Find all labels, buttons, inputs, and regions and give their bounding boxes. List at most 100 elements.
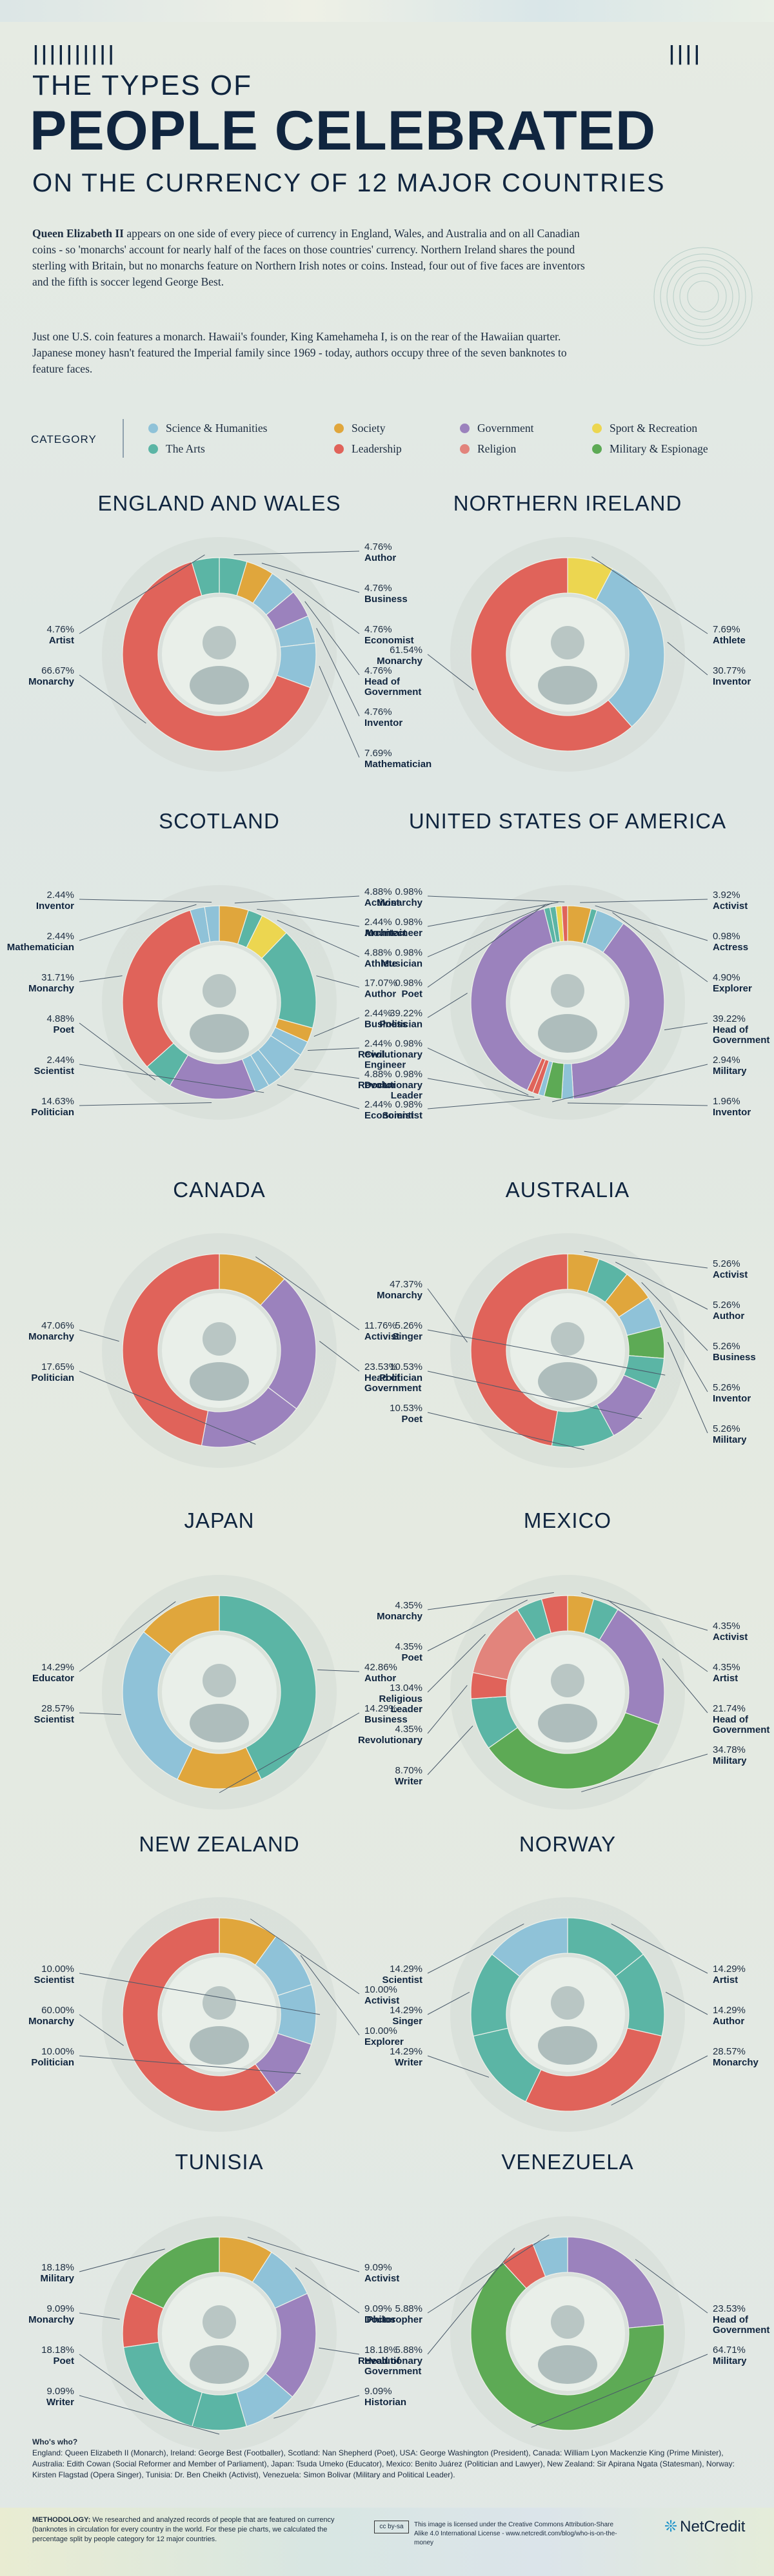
leader-line — [261, 563, 360, 593]
legend-text: Sport & Recreation — [610, 422, 698, 434]
chart-title-mexico: MEXICO — [523, 1508, 612, 1532]
cc-license-badge[interactable]: cc by-sa — [374, 2521, 409, 2533]
slice-value-label: 28.57% — [713, 2046, 746, 2057]
slice-value-label: 4.35% — [713, 1662, 740, 1673]
slice-name-label: Doctor — [364, 1080, 395, 1091]
slice-value-label: 14.29% — [390, 2005, 422, 2016]
slice-name-label: Mathematician — [364, 759, 432, 770]
slice-name-label: Economist — [364, 1110, 414, 1121]
slice-name-label: Monarchy — [28, 1331, 75, 1342]
slice-name-label: Athlete — [364, 958, 397, 969]
leader-line — [79, 1102, 212, 1106]
slice-name-label: Religious — [379, 1693, 422, 1704]
slice-name-label: Monarchy — [713, 2057, 759, 2068]
leader-line — [427, 1078, 535, 1098]
slice-value-label: 4.76% — [364, 665, 392, 676]
donut-chart-0: 4.76%Author4.76%Business4.76%Economist4.… — [28, 537, 432, 772]
slice-name-label: Scientist — [382, 1110, 422, 1121]
leader-line — [580, 899, 708, 903]
slice-name-label: Poet — [53, 2356, 74, 2366]
intro-paragraph-1-text: appears on one side of every piece of cu… — [32, 227, 585, 288]
legend-text: Religion — [477, 442, 517, 455]
slice-value-label: 4.88% — [46, 1013, 74, 1024]
slice-name-label: Politician — [379, 1019, 422, 1030]
slice-name-label: Monarchy — [377, 656, 423, 667]
slice-name-label: Revolutionary — [358, 1735, 423, 1746]
slice-value-label: 18.18% — [41, 2262, 74, 2273]
leader-line — [427, 1634, 486, 1693]
slice-value-label: 4.88% — [364, 886, 392, 897]
page-title: PEOPLE CELEBRATED — [30, 100, 657, 162]
slice-value-label: 13.04% — [390, 1683, 422, 1693]
slice-value-label: 2.44% — [364, 1008, 392, 1019]
slice-name-label: Head of — [713, 1024, 749, 1035]
chart-title-scotland: SCOTLAND — [159, 809, 280, 833]
slice-military — [130, 2236, 220, 2309]
slice-name-label: Doctor — [364, 2314, 395, 2325]
brand-logo[interactable]: ❊ NetCredit — [664, 2517, 745, 2536]
legend-text: Leadership — [352, 442, 402, 455]
slice-monarchy — [470, 1253, 568, 1447]
slice-value-label: 66.67% — [41, 665, 74, 676]
leader-line — [313, 1017, 360, 1037]
slice-value-label: 61.54% — [390, 645, 422, 656]
slice-military — [488, 1712, 660, 1790]
leader-line — [79, 975, 123, 982]
portrait-shoulders — [190, 2026, 249, 2065]
slice-value-label: 2.94% — [713, 1055, 740, 1066]
slice-name-label: Government — [713, 1035, 769, 1046]
slice-name-label: Historian — [364, 2397, 406, 2408]
slice-philosopher — [532, 2236, 568, 2278]
slice-value-label: 10.00% — [41, 2046, 74, 2057]
slice-monarchy — [525, 2027, 662, 2112]
portrait-shoulders — [538, 1362, 597, 1401]
leader-line — [531, 2354, 708, 2428]
slice-value-label: 47.37% — [390, 1279, 422, 1290]
slice-name-label: Educator — [32, 1673, 74, 1684]
slice-name-label: Revolutionary — [358, 1049, 423, 1060]
license-text: This image is licensed under the Creativ… — [414, 2521, 617, 2546]
leader-line — [219, 1712, 360, 1793]
chart-title-england-wales: ENGLAND AND WALES — [97, 491, 341, 515]
slice-name-label: Monarchy — [377, 1290, 423, 1301]
leader-line — [427, 895, 565, 903]
leader-line — [427, 1371, 642, 1420]
legend-swatch — [334, 424, 344, 433]
leader-line — [79, 1022, 156, 1080]
slice-monarchy — [541, 1595, 568, 1634]
slice-value-label: 10.00% — [41, 1964, 74, 1975]
slice-name-label: Writer — [46, 2397, 74, 2408]
slice-head-of-government — [571, 922, 665, 1100]
slice-value-label: 34.78% — [713, 1744, 746, 1755]
legend-swatch — [148, 444, 158, 454]
slice-name-label: Civil — [364, 1049, 385, 1060]
leader-line — [79, 2249, 165, 2272]
slice-value-label: 14.29% — [390, 2046, 422, 2057]
slice-name-label: Revolutionary — [358, 2356, 423, 2366]
slice-author — [219, 1595, 317, 1780]
legend-item-military: Military & Espionage — [592, 442, 708, 456]
slice-value-label: 4.88% — [364, 947, 392, 958]
slice-name-label: Business — [713, 1352, 756, 1363]
leader-line — [662, 1658, 708, 1713]
slice-name-label: Scientist — [34, 1975, 74, 1986]
leader-line — [319, 1341, 360, 1372]
slice-name-label: Musician — [381, 958, 422, 969]
slice-name-label: Leader — [391, 1704, 422, 1715]
leader-line — [427, 1288, 468, 1343]
leader-line — [427, 1412, 584, 1450]
slice-value-label: 4.76% — [364, 707, 392, 717]
donut-chart-9: 14.29%Artist14.29%Author28.57%Monarchy14… — [382, 1897, 759, 2132]
slice-value-label: 2.44% — [364, 1099, 392, 1110]
bottom-bar — [0, 2508, 774, 2576]
portrait-shoulders — [190, 1704, 249, 1742]
slice-value-label: 4.35% — [395, 1641, 422, 1652]
intro-paragraph-1: Queen Elizabeth II appears on one side o… — [32, 226, 587, 290]
leader-line — [295, 2267, 360, 2314]
slice-name-label: Inventor — [713, 1107, 751, 1118]
slice-value-label: 10.53% — [390, 1403, 422, 1414]
slice-value-label: 0.98% — [395, 1099, 422, 1110]
leader-line — [427, 904, 546, 988]
legend-item-science: Science & Humanities — [148, 422, 267, 435]
slice-value-label: 10.00% — [364, 2025, 397, 2036]
